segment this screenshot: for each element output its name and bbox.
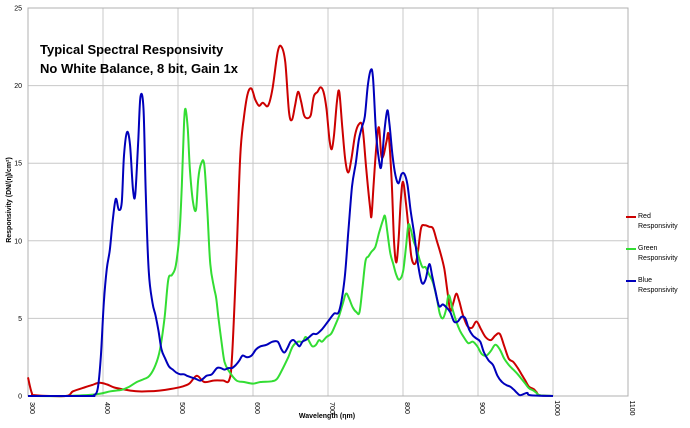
x-tick-label: 600 — [253, 402, 260, 414]
x-tick-label: 500 — [178, 402, 185, 414]
y-axis-label: Responsivity (DN/(η)/cm²) — [6, 157, 13, 243]
series — [27, 44, 554, 398]
x-axis-label: Wavelength (ηm) — [299, 413, 355, 420]
x-tick-label: 300 — [28, 402, 35, 414]
legend-swatch-green — [626, 248, 636, 250]
legend-item-red: Red Responsivity — [626, 212, 688, 244]
y-tick-label: 10 — [14, 238, 22, 245]
y-tick-label: 15 — [14, 161, 22, 168]
legend-label-blue: Blue Responsivity — [638, 277, 678, 294]
legend-item-green: Green Responsivity — [626, 244, 688, 276]
chart-title: Typical Spectral Responsivity No White B… — [40, 40, 238, 78]
x-tick-label: 1100 — [628, 400, 635, 415]
y-tick-label: 20 — [14, 83, 22, 90]
axes: 0 5 10 15 20 25 300 400 500 600 700 800 900 1000 1100 — [14, 6, 635, 416]
series-line-green — [27, 107, 554, 398]
series-line-red — [27, 44, 554, 398]
y-tick-label: 5 — [18, 316, 22, 323]
y-tick-label: 25 — [14, 6, 22, 13]
chart-title-line-2: No White Balance, 8 bit, Gain 1x — [40, 61, 238, 76]
legend-swatch-blue — [626, 280, 636, 282]
chart-title-line-1: Typical Spectral Responsivity — [40, 42, 224, 57]
series-line-blue — [27, 68, 554, 398]
legend-label-green: Green Responsivity — [638, 245, 678, 262]
legend-swatch-red — [626, 216, 636, 218]
legend-label-red: Red Responsivity — [638, 213, 678, 230]
x-tick-label: 800 — [403, 402, 410, 414]
x-tick-label: 400 — [103, 402, 110, 414]
x-tick-label: 1000 — [553, 400, 560, 416]
y-tick-label: 0 — [18, 394, 22, 401]
plot-border — [27, 7, 629, 397]
legend-item-blue: Blue Responsivity — [626, 276, 688, 308]
x-tick-label: 900 — [478, 402, 485, 414]
legend: Red Responsivity Green Responsivity Blue… — [626, 212, 688, 308]
x-tick-label: 700 — [328, 402, 335, 414]
